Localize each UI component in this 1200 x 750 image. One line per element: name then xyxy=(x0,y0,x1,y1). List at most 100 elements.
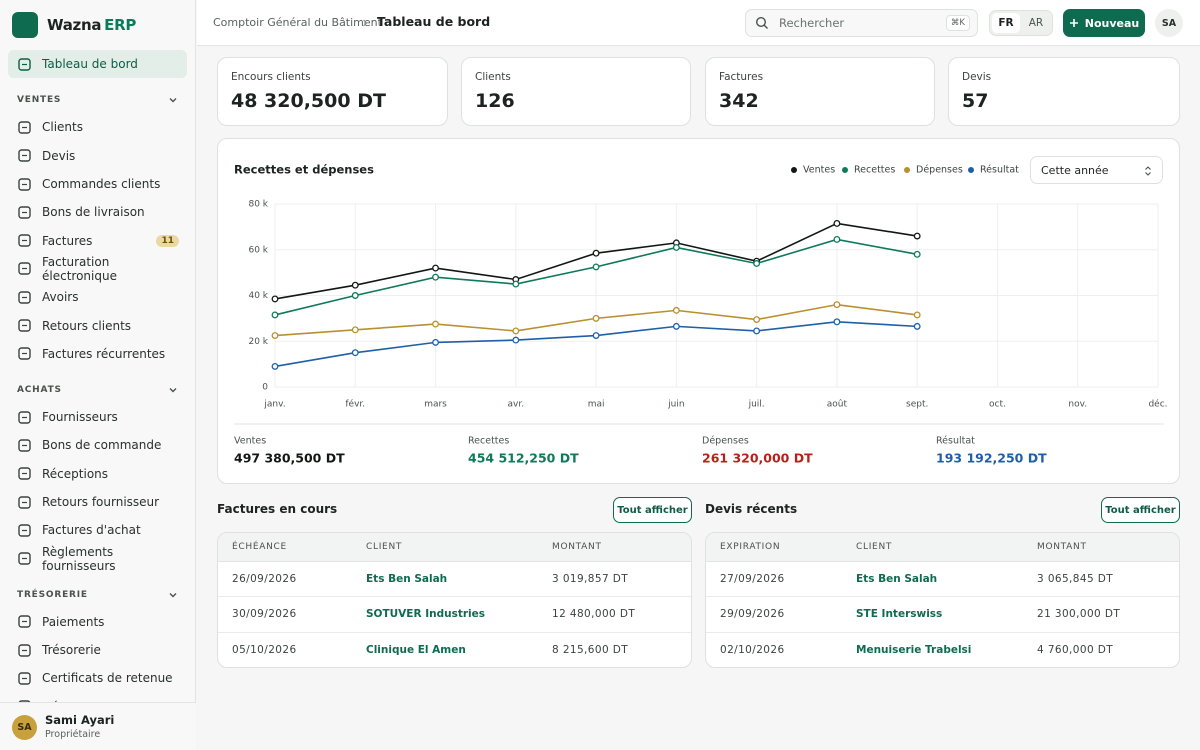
kpi-card: Encours clients 48 320,500 DT xyxy=(217,57,448,126)
icon-shape xyxy=(18,700,31,702)
view-all-button[interactable]: Tout afficher xyxy=(613,497,692,523)
y-tick-label: 20 k xyxy=(248,337,268,347)
point xyxy=(351,281,359,289)
language-fr[interactable]: FR xyxy=(992,13,1020,33)
chevron-path xyxy=(169,387,177,393)
nav-item-active[interactable]: Tableau de bord xyxy=(8,50,187,79)
x-tick-label: juin xyxy=(667,400,684,410)
brand-name: Wazna xyxy=(47,16,102,34)
icon xyxy=(18,121,31,134)
nav-item[interactable]: Réceptions xyxy=(8,460,187,488)
nav-item[interactable]: Avoirs xyxy=(8,283,187,311)
table-row[interactable]: 27/09/2026 Ets Ben Salah 3 065,845 DT xyxy=(706,562,1179,598)
nav-item[interactable]: Bons de livraison xyxy=(8,198,187,226)
icon xyxy=(18,149,31,162)
badge: 11 xyxy=(156,234,179,247)
table-row[interactable]: 26/09/2026 Ets Ben Salah 3 019,857 DT xyxy=(218,562,691,598)
brand-suffix: ERP xyxy=(104,16,137,34)
icon-shape xyxy=(1145,166,1151,176)
table-row[interactable]: 02/10/2026 Menuiserie Trabelsi 4 760,000 D… xyxy=(706,633,1179,667)
icon-shape xyxy=(18,524,31,537)
point xyxy=(271,362,279,370)
nav-item[interactable]: Paiements xyxy=(8,608,187,636)
nav-section[interactable]: TRÉSORERIE xyxy=(8,582,187,608)
select-arrow xyxy=(1145,166,1151,176)
language-ar[interactable]: AR xyxy=(1028,17,1044,29)
nav-item[interactable]: Dépenses xyxy=(8,693,187,702)
nav-item[interactable]: Commandes clients xyxy=(8,170,187,198)
legend-dot xyxy=(904,167,910,173)
table-row[interactable]: 29/09/2026 STE Interswiss 21 300,000 DT xyxy=(706,597,1179,633)
icon xyxy=(18,410,31,424)
table-row[interactable]: 30/09/2026 SOTUVER Industries 12 480,000 D… xyxy=(218,597,691,633)
kpi-label: Clients xyxy=(475,71,511,83)
nav-item[interactable]: Clients xyxy=(8,113,187,141)
nav-item[interactable]: Facturation électronique xyxy=(8,255,187,283)
column-header: MONTANT xyxy=(1037,542,1087,552)
nav-section[interactable]: VENTES xyxy=(8,87,187,113)
icon-shape xyxy=(18,672,31,685)
point xyxy=(753,316,761,323)
client-link: Ets Ben Salah xyxy=(856,573,938,585)
icon-shape xyxy=(18,177,31,191)
icon xyxy=(18,57,31,71)
nav-item[interactable]: Certificats de retenue xyxy=(8,664,187,692)
client-link: Clinique El Amen xyxy=(366,643,466,656)
icon xyxy=(18,177,31,191)
icon xyxy=(18,206,31,219)
nav-label: Réceptions xyxy=(42,466,109,481)
nav-item[interactable]: Factures d'achat xyxy=(8,516,187,544)
point xyxy=(753,260,761,267)
nav-item[interactable]: Devis xyxy=(8,142,187,170)
avatar[interactable]: SA xyxy=(1155,9,1183,37)
new-button[interactable]: Nouveau xyxy=(1063,9,1145,37)
point xyxy=(271,311,279,319)
icon xyxy=(18,700,31,702)
search[interactable]: Rechercher ⌘K xyxy=(745,9,978,37)
nav-label: Fournisseurs xyxy=(42,410,118,425)
nav-item[interactable]: Retours fournisseur xyxy=(8,488,187,516)
icon-shape xyxy=(18,234,31,247)
kpi-value: 342 xyxy=(719,90,759,112)
breadcrumb[interactable]: Comptoir Général du Bâtiment xyxy=(213,16,382,29)
table-row[interactable]: 05/10/2026 Clinique El Amen 8 215,600 DT xyxy=(218,633,691,667)
point xyxy=(833,301,841,309)
nav-item[interactable]: Factures récurrentes xyxy=(8,340,187,368)
nav-item[interactable]: Fournisseurs xyxy=(8,403,187,431)
point xyxy=(913,232,921,240)
logo-icon xyxy=(12,12,38,38)
y-tick-label: 60 k xyxy=(248,245,268,255)
plus-icon xyxy=(1069,19,1078,27)
icon xyxy=(18,347,31,361)
cell: 3 065,845 DT xyxy=(1037,573,1114,585)
icon xyxy=(18,262,31,276)
legend-label: Ventes xyxy=(803,165,835,176)
nav-section[interactable]: ACHATS xyxy=(8,377,187,403)
column-header: MONTANT xyxy=(552,542,602,552)
x-tick-label: juil. xyxy=(748,400,765,410)
series-line xyxy=(274,303,918,337)
summary-label: Dépenses xyxy=(702,436,749,447)
legend-label: Résultat xyxy=(980,165,1019,176)
icon-shape xyxy=(18,439,31,452)
point xyxy=(271,332,279,339)
icon xyxy=(18,439,31,452)
nav-label: Bons de commande xyxy=(42,438,162,453)
nav-item[interactable]: Trésorerie xyxy=(8,636,187,664)
point xyxy=(351,326,359,334)
icon xyxy=(18,319,31,332)
nav-item[interactable]: Retours clients xyxy=(8,311,187,339)
view-all-button[interactable]: Tout afficher xyxy=(1101,497,1180,523)
kpi-card: Factures 342 xyxy=(705,57,935,126)
y-tick-label: 0 xyxy=(262,383,268,393)
cell: 26/09/2026 xyxy=(232,573,297,585)
nav-item[interactable]: Factures 11 xyxy=(8,226,187,254)
point xyxy=(672,244,680,251)
x-tick-label: déc. xyxy=(1148,399,1167,410)
nav-label: Commandes clients xyxy=(42,177,161,192)
point xyxy=(351,292,359,299)
nav-item[interactable]: Bons de commande xyxy=(8,431,187,459)
language-switch: FR AR xyxy=(989,10,1053,36)
nav-item[interactable]: Règlements fournisseurs xyxy=(8,544,187,573)
period-select[interactable]: Cette année xyxy=(1030,156,1163,184)
